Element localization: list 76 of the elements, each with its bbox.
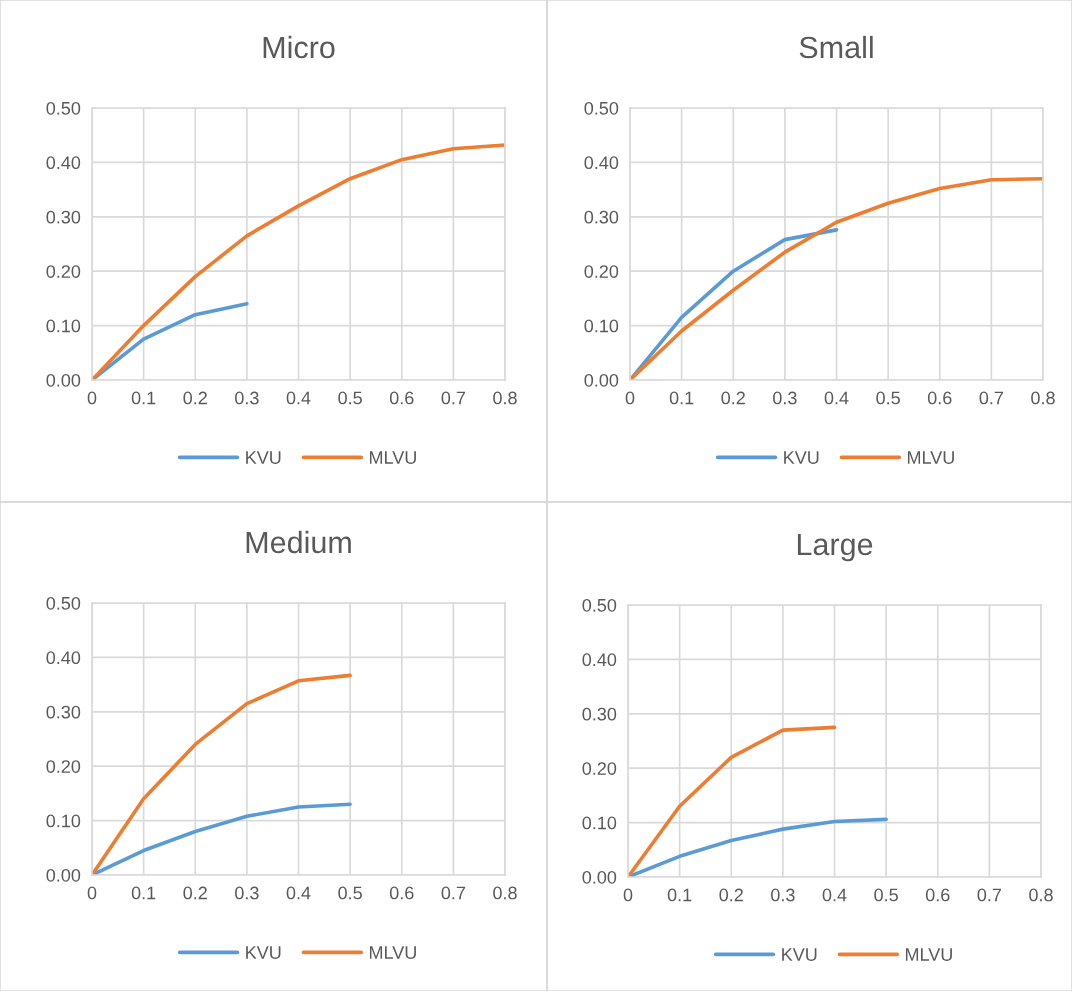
line-series [628, 817, 888, 877]
x-tick-label: 0.7 [441, 886, 466, 900]
y-tick-label: 0.40 [46, 651, 81, 665]
y-tick-label: 0.00 [582, 870, 617, 884]
y-tick-label: 0.20 [582, 762, 617, 775]
x-tick-label: 0.6 [389, 886, 414, 900]
x-tick-label: 0.5 [876, 391, 900, 405]
x-tick-label: 0.5 [338, 886, 362, 900]
x-tick-label: 0.4 [822, 888, 847, 902]
x-tick-label: 0.1 [131, 391, 156, 405]
legend-label: KVU [246, 946, 281, 959]
x-tick-label: 0.3 [773, 391, 797, 405]
chart-title: Medium [246, 530, 351, 554]
y-tick-label: 0.10 [46, 814, 81, 828]
x-tick-label: 0.1 [131, 886, 156, 900]
x-tick-label: 0.2 [183, 886, 207, 900]
y-tick-label: 0.30 [46, 210, 81, 224]
y-tick-label: 0.40 [582, 653, 617, 667]
y-tick-label: 0.50 [46, 596, 81, 610]
x-tick-label: 0 [87, 886, 97, 900]
x-tick-label: 0.8 [493, 391, 517, 405]
x-tick-label: 0 [625, 391, 635, 405]
y-tick-label: 0.50 [582, 598, 617, 612]
y-tick-label: 0.10 [46, 319, 81, 333]
legend-label: MLVU [369, 946, 416, 959]
x-tick-label: 0.6 [925, 888, 950, 902]
line-series [92, 802, 352, 875]
y-tick-label: 0.10 [582, 816, 617, 830]
x-tick-label: 0.2 [719, 888, 743, 902]
line-series [628, 725, 837, 877]
y-tick-label: 0.40 [584, 156, 619, 170]
y-tick-label: 0.40 [46, 156, 81, 170]
chart-title: Large [797, 533, 873, 562]
legend-label: KVU [784, 451, 819, 464]
y-tick-label: 0.30 [584, 210, 619, 224]
x-tick-label: 0.6 [927, 391, 952, 405]
x-tick-label: 0.4 [286, 886, 311, 900]
y-tick-label: 0.50 [584, 101, 619, 115]
x-tick-label: 0.2 [183, 391, 207, 405]
y-tick-label: 0.10 [584, 319, 619, 333]
x-tick-label: 0.3 [235, 391, 259, 405]
x-tick-label: 0.1 [667, 888, 692, 902]
x-tick-label: 0.5 [874, 888, 898, 902]
y-tick-label: 0.00 [46, 868, 81, 882]
y-tick-label: 0.50 [46, 101, 81, 115]
line-series [92, 673, 352, 875]
y-tick-label: 0.30 [582, 707, 617, 721]
x-tick-label: 0.4 [824, 391, 849, 405]
x-tick-label: 0 [623, 888, 633, 902]
x-tick-label: 0.2 [721, 391, 745, 405]
chart-title: Small [799, 35, 873, 59]
legend-label: KVU [782, 948, 817, 961]
x-tick-label: 0.7 [441, 391, 466, 405]
y-tick-label: 0.00 [584, 373, 619, 387]
x-tick-label: 0.1 [669, 391, 694, 405]
x-tick-label: 0.7 [979, 391, 1004, 405]
x-tick-label: 0.5 [338, 391, 362, 405]
x-tick-label: 0.8 [1029, 888, 1053, 902]
x-tick-label: 0.4 [286, 391, 311, 405]
y-tick-label: 0.20 [584, 265, 619, 278]
x-tick-label: 0.6 [389, 391, 414, 405]
y-tick-label: 0.20 [46, 265, 81, 278]
legend-label: KVU [246, 451, 281, 464]
legend-label: MLVU [369, 451, 416, 464]
chart-title: Micro [263, 35, 335, 59]
y-tick-label: 0.20 [46, 760, 81, 773]
x-tick-label: 0.8 [1031, 391, 1055, 405]
x-tick-label: 0 [87, 391, 97, 405]
x-tick-label: 0.3 [235, 886, 259, 900]
y-tick-label: 0.00 [46, 373, 81, 387]
legend-label: MLVU [905, 948, 952, 961]
x-tick-label: 0.3 [771, 888, 795, 902]
legend-label: MLVU [907, 451, 954, 464]
y-tick-label: 0.30 [46, 705, 81, 719]
x-tick-label: 0.7 [977, 888, 1002, 902]
x-tick-label: 0.8 [493, 886, 517, 900]
